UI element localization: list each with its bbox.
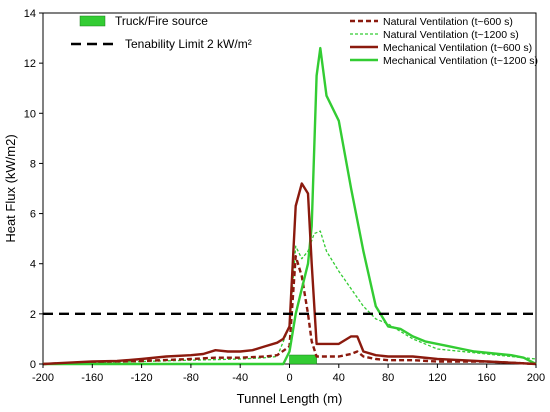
y-tick-label: 14	[24, 8, 36, 20]
x-tick-label: 120	[428, 372, 446, 384]
series-line-4	[43, 46, 537, 366]
fire-source-bar	[289, 354, 317, 365]
x-tick-label: 80	[382, 372, 394, 384]
x-tick-label: 200	[527, 372, 545, 384]
x-tick-label: -200	[32, 372, 54, 384]
legend-right: Natural Ventilation (t~600 s)Natural Ven…	[350, 16, 538, 67]
x-tick-label: 0	[286, 372, 292, 384]
y-tick-label: 10	[24, 108, 36, 120]
x-tick-label: -40	[232, 372, 248, 384]
axes-layer: -200 -160 -120 -80 -40 0 40 80 120 160 200 0 2 4 6 8 10 1…	[24, 8, 545, 384]
x-tick-label: 40	[333, 372, 345, 384]
y-tick-label: 6	[30, 209, 36, 221]
legend-label-2: Natural Ventilation (t~1200 s)	[383, 29, 519, 41]
x-tick-label: -160	[81, 372, 103, 384]
legend-fire-source-label: Truck/Fire source	[115, 14, 208, 28]
legend-label-4: Mechanical Ventilation (t~1200 s)	[383, 55, 538, 67]
legend-left: Truck/Fire source Tenability Limit 2 kW/…	[71, 14, 252, 51]
x-axis-title: Tunnel Length (m)	[237, 391, 343, 406]
legend-tenability-label: Tenability Limit 2 kW/m²	[125, 37, 252, 51]
legend-label-3: Mechanical Ventilation (t~600 s)	[383, 42, 532, 54]
x-tick-label: -80	[183, 372, 199, 384]
y-tick-label: 0	[30, 359, 36, 371]
fire-source-layer	[289, 354, 317, 365]
y-tick-label: 4	[30, 259, 36, 271]
y-axis-title: Heat Flux (kW/m2)	[3, 134, 18, 242]
series-line-1	[42, 255, 537, 366]
x-tick-label: 160	[478, 372, 496, 384]
series-lines-layer	[42, 46, 537, 366]
legend-label-1: Natural Ventilation (t~600 s)	[383, 16, 513, 28]
series-line-3	[42, 182, 537, 366]
y-tick-label: 2	[30, 309, 36, 321]
series-line-2	[42, 230, 537, 365]
x-tick-label: -120	[131, 372, 153, 384]
y-tick-label: 12	[24, 58, 36, 70]
y-tick-label: 8	[30, 158, 36, 170]
legend-fire-source-swatch	[79, 15, 106, 27]
